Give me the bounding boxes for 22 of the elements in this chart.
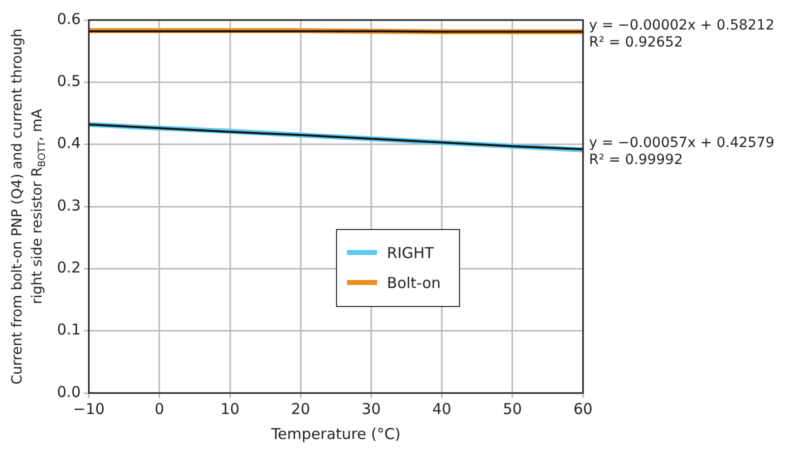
legend-label: RIGHT bbox=[386, 244, 434, 262]
x-tick-label: 10 bbox=[220, 400, 240, 418]
y-tick-label: 0.0 bbox=[56, 382, 81, 401]
annotation: y = −0.00057x + 0.42579 bbox=[589, 134, 774, 151]
y-tick-label: 0.2 bbox=[56, 258, 81, 277]
x-tick-label: 0 bbox=[154, 400, 164, 418]
x-tick-label: 30 bbox=[362, 400, 381, 418]
y-tick-label: 0.6 bbox=[56, 10, 81, 28]
annotation: y = −0.00002x + 0.58212 bbox=[589, 17, 774, 34]
y-tick-label: 0.3 bbox=[56, 196, 81, 214]
text: R² = 0.92652 bbox=[589, 34, 683, 50]
x-axis-title: Temperature (°C) bbox=[270, 424, 401, 443]
y-tick-label: 0.4 bbox=[56, 134, 81, 152]
legend-label: Bolt-on bbox=[386, 274, 441, 292]
text: R² = 0.99992 bbox=[589, 152, 683, 168]
x-tick-label: 60 bbox=[573, 400, 593, 418]
y-tick-label: 0.1 bbox=[56, 320, 81, 339]
x-tick-label: 40 bbox=[432, 400, 452, 418]
x-tick-label: −10 bbox=[73, 400, 105, 418]
x-tick-label: 50 bbox=[502, 400, 522, 418]
x-tick-label: 20 bbox=[291, 400, 310, 418]
y-tick-label: 0.5 bbox=[56, 72, 81, 90]
